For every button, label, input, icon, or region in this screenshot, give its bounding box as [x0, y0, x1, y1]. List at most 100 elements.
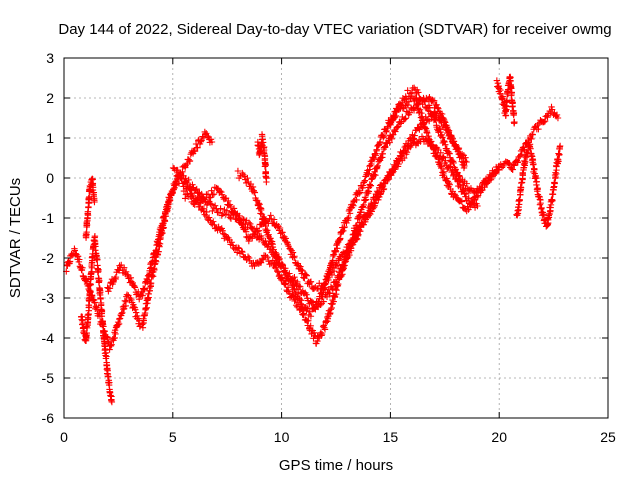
data-point-marker	[207, 136, 215, 143]
chart-title: Day 144 of 2022, Sidereal Day-to-day VTE…	[58, 21, 611, 38]
data-point-marker	[471, 196, 479, 204]
data-point-marker	[87, 281, 94, 289]
data-point-marker	[258, 133, 266, 140]
x-axis-label: GPS time / hours	[279, 457, 393, 474]
data-point-marker	[108, 341, 115, 348]
data-point-marker	[244, 253, 252, 260]
data-point-marker	[439, 153, 447, 160]
y-tick-label: 3	[46, 50, 54, 66]
data-point-marker	[265, 241, 272, 248]
data-point-marker	[376, 182, 384, 189]
data-point-marker	[395, 160, 402, 168]
data-point-marker	[419, 115, 426, 122]
data-point-marker	[415, 89, 422, 96]
data-point-marker	[191, 148, 199, 155]
data-point-marker	[85, 303, 93, 311]
data-point-marker	[435, 156, 442, 163]
data-point-marker	[503, 106, 510, 113]
data-point-marker	[234, 210, 241, 217]
data-point-marker	[291, 253, 298, 260]
data-point-marker	[455, 144, 463, 152]
data-point-marker	[194, 144, 201, 151]
data-point-marker	[132, 306, 139, 313]
data-point-marker	[182, 175, 189, 182]
y-tick-label: -4	[42, 330, 55, 346]
data-point-marker	[330, 298, 337, 305]
data-point-marker	[392, 164, 399, 171]
data-point-marker	[529, 131, 536, 138]
data-point-marker	[452, 141, 459, 148]
data-point-marker	[419, 96, 427, 104]
data-point-marker	[416, 106, 424, 113]
data-point-marker	[204, 132, 211, 140]
data-point-marker	[238, 221, 245, 228]
data-point-marker	[432, 116, 440, 124]
data-point-marker	[366, 162, 374, 169]
data-point-marker	[205, 214, 213, 221]
data-point-marker	[379, 150, 386, 158]
data-point-marker	[245, 254, 253, 262]
data-point-marker	[331, 293, 339, 301]
data-point-marker	[282, 280, 289, 287]
data-point-marker	[349, 201, 356, 208]
data-point-marker	[274, 268, 281, 275]
data-point-marker	[462, 154, 469, 161]
data-point-marker	[519, 172, 527, 179]
data-point-marker	[141, 309, 149, 317]
data-point-marker	[404, 101, 411, 109]
x-tick-label: 25	[600, 429, 616, 445]
satellite-track-2	[77, 233, 116, 406]
data-point-marker	[440, 168, 447, 175]
data-point-marker	[100, 323, 107, 330]
data-point-marker	[297, 283, 304, 291]
data-point-marker	[367, 182, 375, 189]
y-tick-label: -2	[42, 250, 55, 266]
data-point-marker	[474, 192, 482, 199]
data-point-marker	[544, 113, 551, 121]
data-point-marker	[537, 199, 544, 207]
data-point-marker	[298, 270, 305, 277]
data-point-marker	[461, 162, 468, 170]
data-point-marker	[488, 174, 495, 182]
y-axis-ticks: -6 -5 -4 -3 -2 -1 0 1 2 3	[42, 50, 608, 426]
data-point-marker	[506, 160, 513, 167]
data-point-marker	[107, 392, 114, 399]
data-point-marker	[350, 235, 358, 243]
data-point-marker	[86, 193, 93, 201]
data-point-marker	[302, 271, 310, 278]
data-point-marker	[290, 282, 297, 289]
data-point-marker	[169, 189, 176, 196]
data-point-marker	[79, 264, 86, 272]
data-point-marker	[305, 317, 312, 324]
data-point-marker	[450, 159, 457, 167]
data-point-marker	[345, 214, 352, 221]
data-point-marker	[157, 234, 164, 242]
data-point-marker	[454, 169, 461, 176]
data-point-marker	[410, 107, 418, 114]
data-point-marker	[509, 166, 516, 173]
x-tick-label: 15	[383, 429, 399, 445]
data-point-marker	[445, 127, 453, 134]
data-point-marker	[383, 127, 390, 135]
y-tick-label: -5	[42, 370, 55, 386]
data-point-marker	[443, 175, 450, 182]
data-point-marker	[430, 111, 437, 118]
data-point-marker	[510, 111, 517, 119]
data-point-marker	[188, 193, 195, 200]
data-point-marker	[296, 282, 303, 290]
data-point-marker	[270, 216, 278, 223]
data-point-marker	[556, 151, 563, 158]
data-point-marker	[372, 172, 379, 179]
data-point-marker	[478, 187, 485, 194]
data-point-marker	[380, 134, 387, 141]
data-point-marker	[508, 90, 515, 98]
data-point-marker	[388, 135, 396, 143]
data-point-marker	[84, 210, 91, 217]
data-point-marker	[83, 331, 90, 339]
data-point-marker	[91, 198, 98, 206]
data-point-marker	[425, 117, 433, 125]
data-point-marker	[326, 290, 334, 297]
data-point-marker	[411, 132, 418, 139]
data-point-marker	[297, 266, 305, 274]
data-point-marker	[315, 298, 322, 305]
